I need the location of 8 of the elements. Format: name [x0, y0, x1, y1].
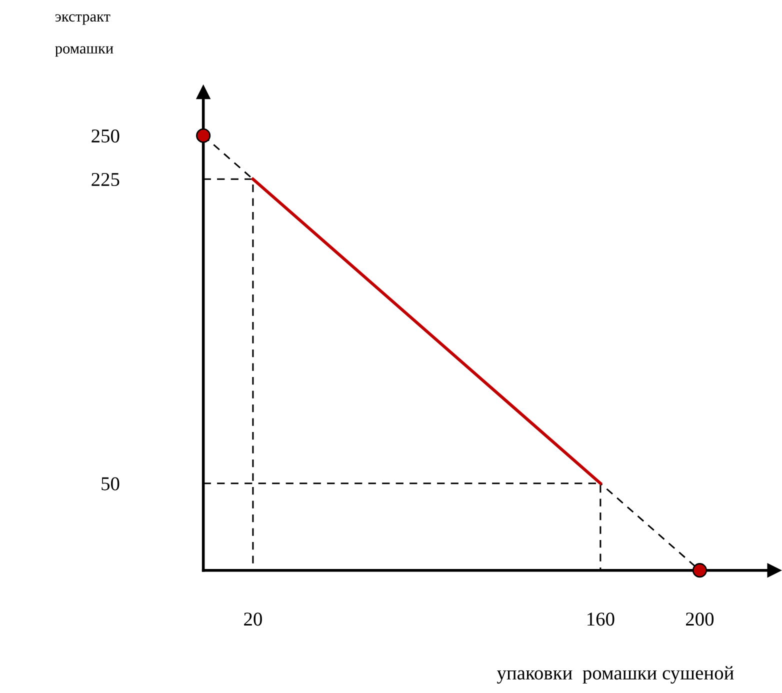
- y-tick-label: 250: [92, 129, 120, 143]
- x-tick-label: 160: [588, 612, 614, 626]
- y-tick-label: 225: [92, 172, 120, 186]
- y-tick-label: 50: [102, 477, 120, 490]
- x-axis-title: упаковки ромашки сушеной: [496, 666, 734, 684]
- text: экстракт ромашки: [55, 14, 114, 57]
- x-tick-label: 200: [686, 612, 714, 626]
- x-tick-label: 20: [244, 612, 262, 626]
